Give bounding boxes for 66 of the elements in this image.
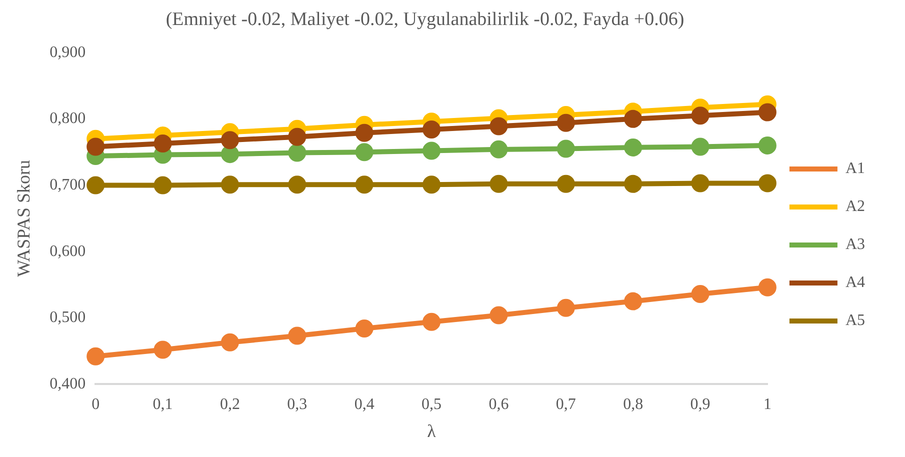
point	[691, 106, 710, 124]
point	[220, 333, 239, 352]
point	[556, 174, 575, 193]
point	[691, 174, 710, 192]
x-tick-label: 0,1	[152, 396, 173, 413]
x-tick-label: 0,9	[690, 396, 710, 413]
point	[490, 306, 508, 324]
point	[624, 110, 642, 128]
y-tick-label: 0,400	[50, 375, 86, 392]
point	[556, 139, 575, 158]
point	[154, 340, 172, 358]
y-tick-label: 0,700	[50, 176, 86, 194]
point	[86, 347, 105, 366]
x-axis-title: λ	[427, 420, 436, 441]
point	[624, 138, 642, 156]
x-tick-label: 0,7	[556, 396, 576, 413]
point	[86, 176, 105, 194]
point	[355, 142, 374, 161]
point	[758, 102, 776, 121]
chart-title: (Emniyet -0.02, Maliyet -0.02, Uygulanabilirlik -0.02, Fayda +0.06)	[164, 8, 686, 32]
x-tick-label: 1	[763, 396, 772, 413]
point	[691, 284, 710, 303]
point	[422, 175, 441, 194]
point	[422, 312, 441, 331]
point	[490, 140, 508, 158]
point	[490, 174, 508, 193]
point	[288, 326, 306, 344]
legend-label: A1	[845, 160, 866, 177]
point	[490, 116, 508, 135]
point	[355, 319, 374, 338]
point	[288, 175, 306, 194]
point	[556, 114, 575, 132]
point	[355, 124, 374, 142]
legend-label: A5	[845, 312, 866, 329]
y-tick-label: 0,600	[50, 242, 86, 260]
point	[86, 137, 105, 156]
point	[288, 128, 306, 146]
point	[556, 298, 575, 317]
legend-label: A2	[845, 198, 866, 215]
point	[691, 137, 710, 156]
point	[422, 120, 441, 138]
y-tick-label: 0,500	[50, 308, 86, 326]
point	[624, 292, 642, 310]
y-tick-label: 0,900	[50, 43, 86, 60]
x-tick-label: 0,8	[623, 396, 644, 413]
point	[422, 141, 441, 160]
point	[758, 174, 776, 192]
x-tick-label: 0	[92, 396, 100, 413]
legend-label: A3	[845, 236, 866, 253]
x-tick-label: 0,6	[488, 396, 509, 413]
point	[220, 130, 239, 149]
point	[154, 134, 172, 152]
legend-label: A4	[845, 274, 866, 291]
x-tick-label: 0,2	[220, 396, 240, 413]
point	[758, 278, 776, 296]
x-tick-label: 0,3	[287, 396, 308, 413]
point	[220, 175, 239, 194]
point	[355, 175, 374, 194]
point	[288, 143, 306, 162]
x-tick-label: 0,5	[422, 396, 442, 413]
point	[154, 176, 172, 194]
y-axis-title: WASPAS Skoru	[14, 160, 34, 277]
x-tick-label: 0,4	[354, 396, 374, 413]
y-tick-label: 0,800	[50, 110, 86, 127]
point	[624, 174, 642, 193]
point	[758, 136, 776, 154]
